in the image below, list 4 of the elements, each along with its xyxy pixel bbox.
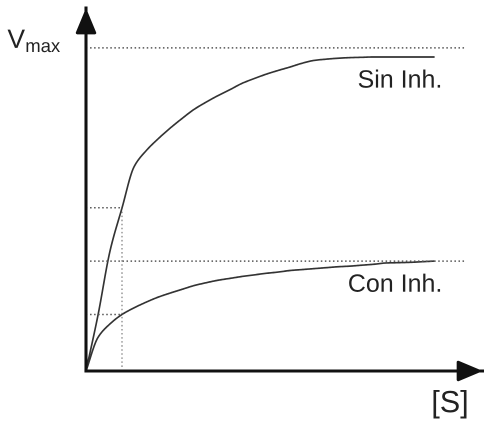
series-label: Con Inh. bbox=[349, 274, 440, 292]
ref-line-label: V$_{max}$ bbox=[8, 30, 60, 52]
series-label: Sin Inh. bbox=[358, 69, 440, 88]
x-axis-title: [S] bbox=[434, 390, 466, 418]
